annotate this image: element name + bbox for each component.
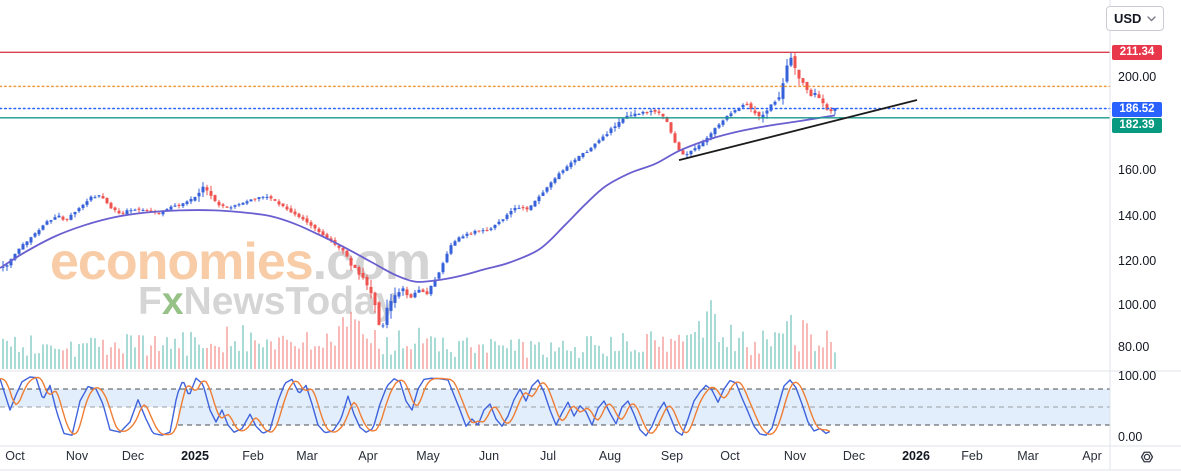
time-tick-month-label: Nov [783,449,807,463]
time-tick-month-label: Apr [1082,449,1102,463]
price-tick-label: 200.00 [1118,70,1157,84]
time-tick-month-label: Mar [296,449,318,463]
time-tick-month-label: Mar [1017,449,1039,463]
volume-bars [2,300,836,369]
price-tick-label: 160.00 [1118,163,1157,177]
time-tick-month-label: Sep [660,449,684,463]
time-tick-month-label: Dec [121,449,145,463]
currency-selector-value: USD [1114,11,1142,26]
oscillator-tick-label: 100.00 [1118,369,1157,383]
gear-icon[interactable] [1136,446,1158,468]
time-tick-month-label: Dec [842,449,866,463]
time-tick-month-label: Nov [65,449,89,463]
time-tick-month-label: Feb [242,449,264,463]
price-badge: 211.34 [1112,44,1162,60]
chevron-down-icon [1147,15,1156,21]
oscillator-tick-label: 0.00 [1118,430,1143,444]
time-tick-month-label: Oct [5,449,25,463]
time-tick-month-label: Jun [478,449,500,463]
moving-average-line [0,114,836,283]
time-tick-month-label: Jul [540,449,556,463]
candlesticks [1,52,837,329]
trendline [678,99,918,162]
price-axis[interactable]: 200.00 160.00 140.00 120.00 100.00 80.00 100.0… [1110,0,1181,446]
time-tick-month-label: May [416,449,440,463]
time-tick-year-label: 2025 [181,449,209,463]
price-badge: 182.39 [1112,117,1162,133]
price-tick-label: 120.00 [1118,254,1157,268]
stochastic-bands [0,388,1110,426]
stochastic-lines [0,376,831,437]
time-tick-month-label: Oct [720,449,740,463]
time-tick-month-label: Feb [961,449,983,463]
stochastic-d-line [0,376,831,436]
currency-selector[interactable]: USD [1106,6,1164,31]
time-tick-month-label: Aug [598,449,622,463]
price-tick-label: 100.00 [1118,298,1157,312]
price-tick-label: 80.00 [1118,340,1150,354]
time-tick-month-label: Apr [358,449,378,463]
stochastic-k-line [0,376,831,437]
price-badge: 186.52 [1112,101,1162,117]
time-tick-year-label: 2026 [902,449,930,463]
time-axis[interactable]: Oct Nov Dec 2025 Feb Mar Apr May Jun Jul Aug Sep Oct… [0,446,1181,470]
price-levels [0,51,1111,119]
price-tick-label: 140.00 [1118,209,1157,223]
